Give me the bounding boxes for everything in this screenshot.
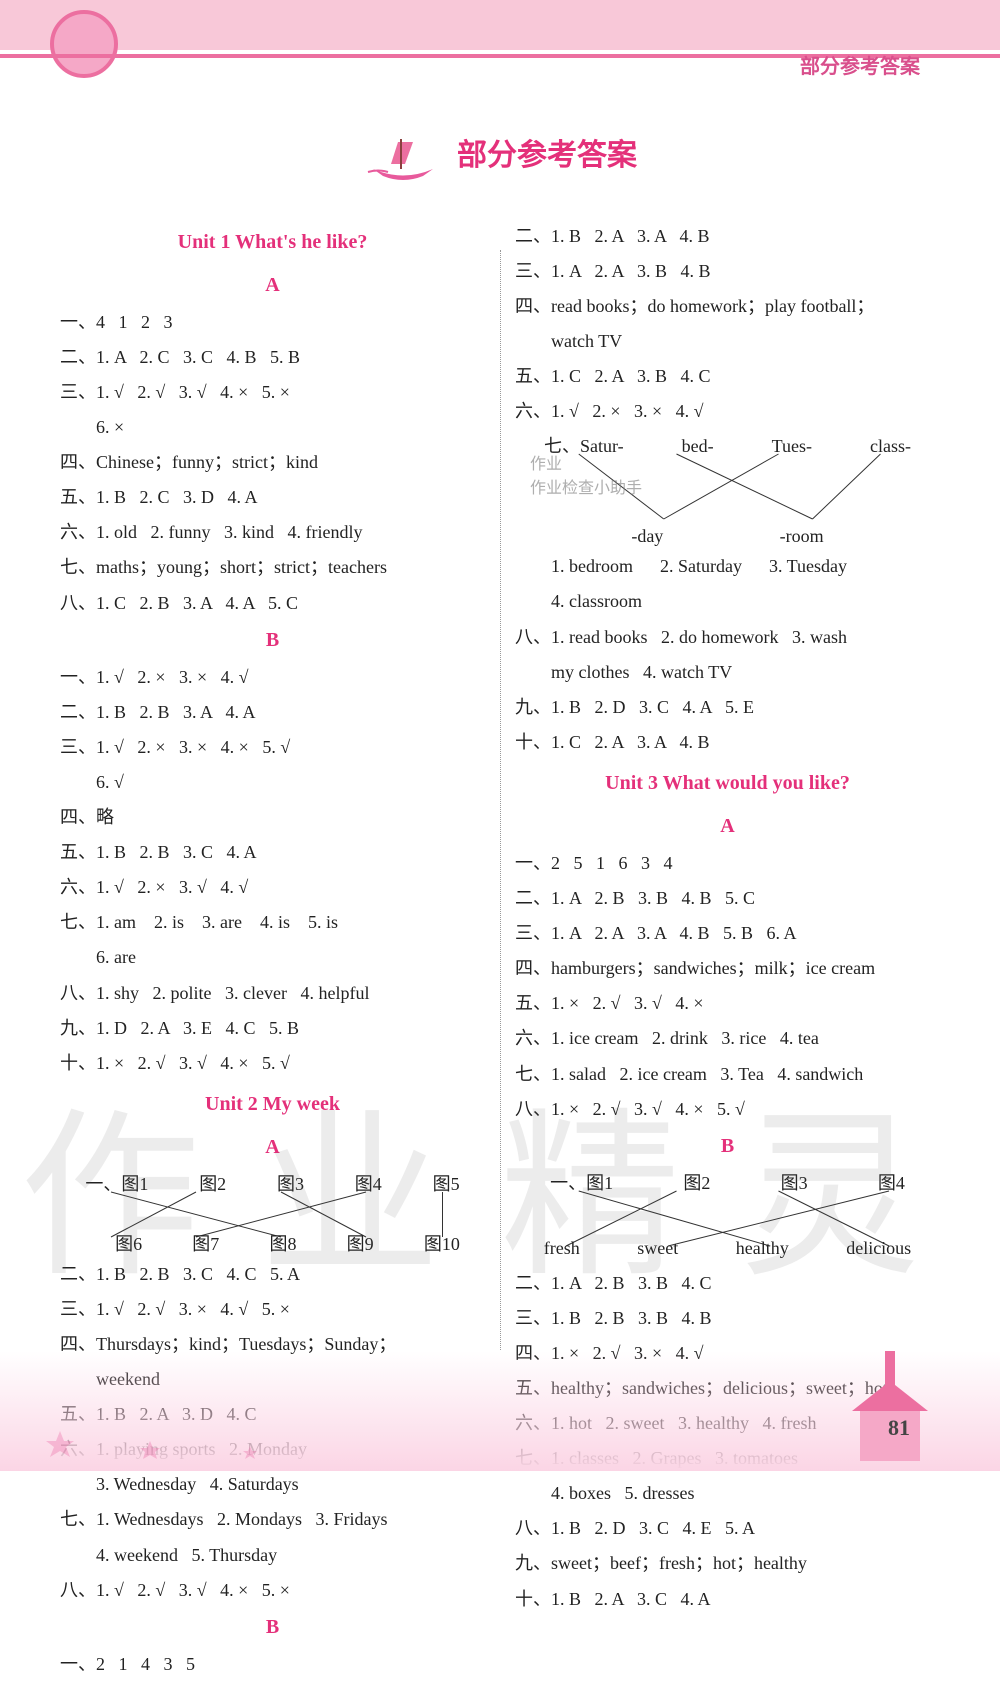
answer-line: 八、1. √ 2. √ 3. √ 4. × 5. ×	[60, 1573, 485, 1608]
main-title: 部分参考答案	[457, 130, 637, 174]
column-divider	[500, 250, 501, 1350]
answer-line: 十、1. × 2. √ 3. √ 4. × 5. √	[60, 1046, 485, 1081]
answer-line: 4. weekend 5. Thursday	[60, 1538, 485, 1573]
answer-line: 五、1. × 2. √ 3. √ 4. ×	[515, 986, 940, 1021]
top-banner	[0, 0, 1000, 50]
match-item: fresh	[544, 1231, 580, 1266]
section-A2: A	[60, 1128, 485, 1167]
footer-decoration	[0, 1351, 1000, 1471]
answer-line: 九、1. B 2. D 3. C 4. A 5. E	[515, 690, 940, 725]
page-number: 81	[888, 1415, 910, 1441]
answer-line: 六、1. old 2. funny 3. kind 4. friendly	[60, 515, 485, 550]
answer-line: 4. boxes 5. dresses	[515, 1476, 940, 1511]
answer-line: 二、1. A 2. B 3. B 4. B 5. C	[515, 881, 940, 916]
answer-line: 八、1. read books 2. do homework 3. wash	[515, 620, 940, 655]
answer-line: 九、1. D 2. A 3. E 4. C 5. B	[60, 1011, 485, 1046]
answer-line: 四、hamburgers；sandwiches；milk；ice cream	[515, 951, 940, 986]
match-item: 图4	[878, 1166, 905, 1201]
answer-line: 一、2 1 4 3 5	[60, 1647, 485, 1682]
match-item: healthy	[736, 1231, 789, 1266]
match-item: 图4	[355, 1167, 382, 1202]
match-item: 图7	[192, 1227, 219, 1262]
answer-line: 六、1. √ 2. × 3. √ 4. √	[60, 870, 485, 905]
unit3-title: Unit 3 What would you like?	[515, 764, 940, 803]
watermark-small: 作业 作业检查小助手	[530, 450, 642, 498]
answer-line: 七、1. salad 2. ice cream 3. Tea 4. sandwi…	[515, 1057, 940, 1092]
answer-line: 二、1. B 2. A 3. A 4. B	[515, 219, 940, 254]
answer-line: 一、1. √ 2. × 3. × 4. √	[60, 660, 485, 695]
answer-line: 九、sweet；beef；fresh；hot；healthy	[515, 1546, 940, 1581]
unit1-title: Unit 1 What's he like?	[60, 223, 485, 262]
section-A3: A	[515, 807, 940, 846]
header-label: 部分参考答案	[800, 50, 920, 79]
match-item: Tues-	[772, 429, 812, 464]
section-B3: B	[515, 1127, 940, 1166]
answer-line: 七、1. am 2. is 3. are 4. is 5. is	[60, 905, 485, 940]
house-icon	[852, 1351, 928, 1461]
answer-line: 三、1. B 2. B 3. B 4. B	[515, 1301, 940, 1336]
match-item: class-	[870, 429, 911, 464]
match-item: -day	[631, 519, 663, 554]
match-item: 图3	[277, 1167, 304, 1202]
answer-line: 八、1. C 2. B 3. A 4. A 5. C	[60, 586, 485, 621]
answer-line: 三、1. A 2. A 3. A 4. B 5. B 6. A	[515, 916, 940, 951]
stars-house-icon	[0, 1351, 1000, 1471]
answer-line: 五、1. C 2. A 3. B 4. C	[515, 359, 940, 394]
match-item: 图1	[121, 1174, 148, 1194]
answer-line: 三、1. √ 2. √ 3. × 4. √ 5. ×	[60, 1292, 485, 1327]
match-item: -room	[780, 519, 824, 554]
answer-line: 十、1. C 2. A 3. A 4. B	[515, 725, 940, 760]
unit2-title: Unit 2 My week	[60, 1085, 485, 1124]
answer-line: 1. bedroom 2. Saturday 3. Tuesday	[515, 549, 940, 584]
answer-line: 八、1. B 2. D 3. C 4. E 5. A	[515, 1511, 940, 1546]
answer-line: 七、maths；young；short；strict；teachers	[60, 550, 485, 585]
answer-line: 三、1. √ 2. √ 3. √ 4. × 5. ×	[60, 375, 485, 410]
answer-line: 四、略	[60, 800, 485, 835]
answer-line: 一、2 5 1 6 3 4	[515, 846, 940, 881]
answer-line: 八、1. × 2. √ 3. √ 4. × 5. √	[515, 1092, 940, 1127]
answer-line: 三、1. A 2. A 3. B 4. B	[515, 254, 940, 289]
answer-line: 七、1. Wednesdays 2. Mondays 3. Fridays	[60, 1502, 485, 1537]
answer-line: 四、Chinese；funny；strict；kind	[60, 445, 485, 480]
match-item: 图8	[269, 1227, 296, 1262]
match-item: 图10	[424, 1227, 460, 1262]
answer-line: 六、1. √ 2. × 3. × 4. √	[515, 394, 940, 429]
match-item: 图1	[586, 1173, 613, 1193]
answer-line: 二、1. A 2. B 3. B 4. C	[515, 1266, 940, 1301]
match-item: 图3	[781, 1166, 808, 1201]
match-item: 图5	[433, 1167, 460, 1202]
answer-line: 6. √	[60, 765, 485, 800]
title-wrap: 部分参考答案	[0, 130, 1000, 189]
match-item: 图2	[199, 1167, 226, 1202]
answer-line: 3. Wednesday 4. Saturdays	[60, 1467, 485, 1502]
answer-line: 五、1. B 2. B 3. C 4. A	[60, 835, 485, 870]
answer-line: 五、1. B 2. C 3. D 4. A	[60, 480, 485, 515]
match-diagram: 一、图1 图2 图3 图4 fresh sweet healthy delici…	[515, 1166, 940, 1266]
answer-line: 四、read books；do homework；play football；	[515, 289, 940, 324]
answer-line: 三、1. √ 2. × 3. × 4. × 5. √	[60, 730, 485, 765]
answer-line: 十、1. B 2. A 3. C 4. A	[515, 1582, 940, 1617]
answer-line: 二、1. B 2. B 3. C 4. C 5. A	[60, 1257, 485, 1292]
section-A: A	[60, 266, 485, 305]
answer-line: 二、1. B 2. B 3. A 4. A	[60, 695, 485, 730]
answer-line: 二、1. A 2. C 3. C 4. B 5. B	[60, 340, 485, 375]
match-item: bed-	[682, 429, 714, 464]
answer-line: 八、1. shy 2. polite 3. clever 4. helpful	[60, 976, 485, 1011]
match-item: 图9	[347, 1227, 374, 1262]
match-item: 图2	[683, 1166, 710, 1201]
section-B: B	[60, 621, 485, 660]
answer-line: watch TV	[515, 324, 940, 359]
match-item: 图6	[115, 1227, 142, 1262]
section-B2: B	[60, 1608, 485, 1647]
answer-line: 六、1. ice cream 2. drink 3. rice 4. tea	[515, 1021, 940, 1056]
answer-line: 6. ×	[60, 410, 485, 445]
answer-line: 4. classroom	[515, 584, 940, 619]
answer-line: 一、4 1 2 3	[60, 305, 485, 340]
answer-line: my clothes 4. watch TV	[515, 655, 940, 690]
match-item: delicious	[846, 1231, 911, 1266]
ship-icon	[363, 134, 443, 189]
match-item: sweet	[637, 1231, 678, 1266]
answer-line: 6. are	[60, 940, 485, 975]
match-diagram: 一、图1 图2 图3 图4 图5 图6 图7 图8 图9 图10	[60, 1167, 485, 1257]
